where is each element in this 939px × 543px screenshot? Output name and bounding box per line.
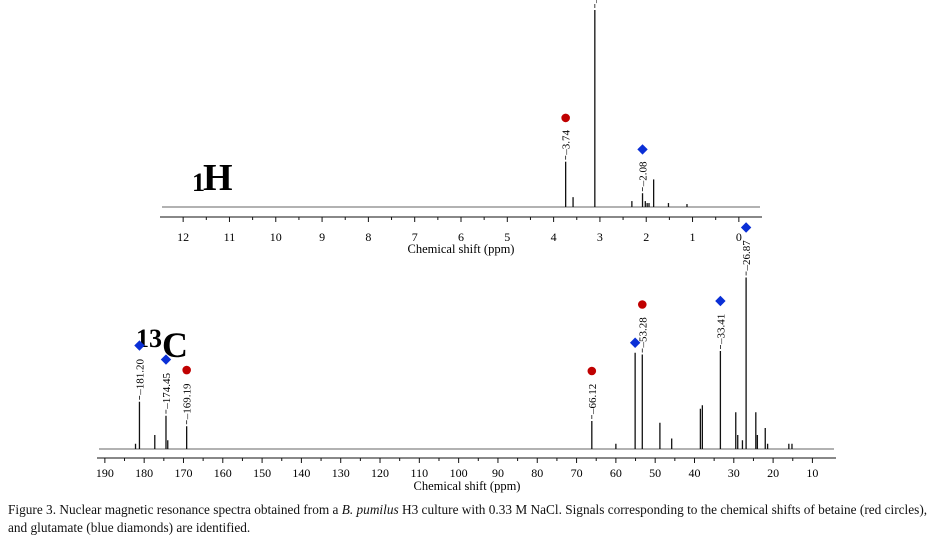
c13-tick-label: 50: [649, 466, 661, 480]
c13-tick-label: 70: [571, 466, 583, 480]
c13-peak-shift-label: –66.12: [587, 384, 599, 415]
c13-tick-label: 60: [610, 466, 622, 480]
c13-peak-shift-label: –33.41: [715, 314, 727, 345]
h1-peak-shift-label: –2.08: [638, 161, 650, 187]
c13-tick-label: 110: [411, 466, 429, 480]
c13-tick-label: 100: [450, 466, 468, 480]
h1-peak-shift-label: –3.11: [590, 0, 602, 4]
c13-tick-label: 140: [292, 466, 310, 480]
h1-tick-label: 5: [504, 230, 510, 244]
betaine-circle-marker: [587, 366, 597, 376]
h1-tick-label: 9: [319, 230, 325, 244]
h1-tick-label: 8: [365, 230, 371, 244]
glutamate-diamond-marker: [629, 337, 641, 348]
c13-peak-shift-label: –174.45: [161, 373, 173, 410]
c13-peak-shift-label: –181.20: [134, 359, 146, 396]
caption-prefix: Figure 3. Nuclear magnetic resonance spe…: [8, 502, 342, 517]
c13-tick-label: 10: [806, 466, 818, 480]
c13-peak-shift-label: –26.87: [741, 240, 753, 272]
glutamate-diamond-marker: [160, 354, 172, 365]
c13-tick-label: 40: [688, 466, 700, 480]
glutamate-diamond-marker: [637, 144, 648, 155]
c13-tick-label: 150: [253, 466, 271, 480]
caption-suffix: H3 culture with 0.33 M NaCl. Signals cor…: [8, 502, 928, 535]
h1-tick-label: 7: [412, 230, 418, 244]
h1-tick-label: 4: [551, 230, 557, 244]
c13-spectrum-panel: 13 C Chemical shift (ppm) 190 180 170 160 15…: [96, 222, 836, 493]
h1-element-symbol: H: [203, 157, 233, 199]
h1-tick-label: 11: [224, 230, 236, 244]
c13-peak-shift-label: –169.19: [182, 383, 194, 420]
c13-tick-label: 20: [767, 466, 779, 480]
h1-tick-label: 0: [736, 230, 742, 244]
c13-tick-label: 180: [135, 466, 153, 480]
c13-tick-label: 160: [214, 466, 232, 480]
h1-tick-label: 10: [270, 230, 282, 244]
c13-tick-label: 190: [96, 466, 114, 480]
c13-tick-label: 170: [174, 466, 192, 480]
h1-tick-label: 2: [643, 230, 649, 244]
c13-tick-label: 80: [531, 466, 543, 480]
h1-nucleus-label: 1 H: [192, 157, 233, 199]
h1-spectrum-panel: 1 H Chemical shift (ppm) 12 11 10 9 8 7 6 5 4 3 2 1…: [160, 0, 762, 256]
glutamate-diamond-marker: [715, 295, 726, 307]
h1-tick-label: 6: [458, 230, 464, 244]
h1-peak-shift-label: –3.74: [561, 129, 573, 155]
nmr-spectra-figure: 1 H Chemical shift (ppm) 12 11 10 9 8 7 6 5 4 3 2 1…: [96, 0, 836, 493]
c13-tick-label: 90: [492, 466, 504, 480]
c13-peak-shift-label: –53.28: [637, 317, 649, 349]
betaine-circle-marker: [561, 113, 570, 123]
glutamate-diamond-marker: [134, 340, 145, 351]
h1-tick-label: 1: [690, 230, 696, 244]
c13-tick-label: 120: [371, 466, 389, 480]
caption-species: B. pumilus: [341, 502, 399, 517]
figure-caption: Figure 3. Nuclear magnetic resonance spe…: [8, 501, 934, 537]
c13-tick-label: 30: [728, 466, 740, 480]
h1-tick-label: 12: [177, 230, 189, 244]
betaine-circle-marker: [637, 300, 647, 309]
h1-x-axis-label: Chemical shift (ppm): [408, 242, 515, 256]
c13-x-axis-label: Chemical shift (ppm): [414, 479, 521, 493]
h1-mass-number: 1: [192, 168, 205, 197]
glutamate-diamond-marker: [740, 222, 752, 233]
c13-tick-label: 130: [332, 466, 350, 480]
betaine-circle-marker: [182, 365, 191, 375]
h1-tick-label: 3: [597, 230, 603, 244]
